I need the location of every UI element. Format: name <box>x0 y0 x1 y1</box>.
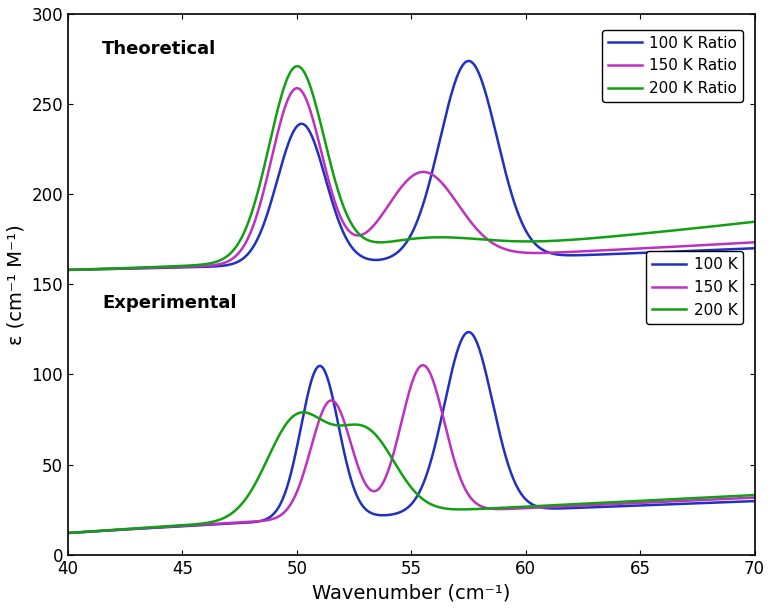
X-axis label: Wavenumber (cm⁻¹): Wavenumber (cm⁻¹) <box>312 583 510 602</box>
Y-axis label: ε (cm⁻¹ M⁻¹): ε (cm⁻¹ M⁻¹) <box>7 224 26 345</box>
Text: Theoretical: Theoretical <box>103 40 217 58</box>
Legend: 100 K, 150 K, 200 K: 100 K, 150 K, 200 K <box>646 252 743 324</box>
Text: Experimental: Experimental <box>103 294 237 312</box>
